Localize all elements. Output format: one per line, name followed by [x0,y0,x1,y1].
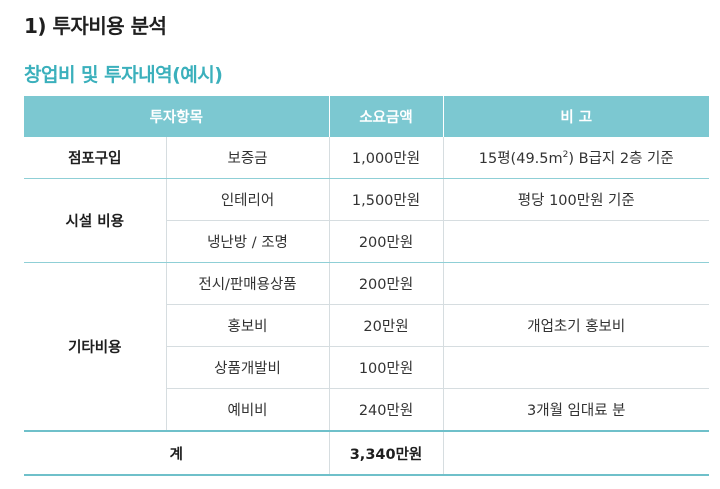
note-cell [442,220,709,263]
amount-cell: 1,500만원 [328,178,443,221]
note-cell: 15평(49.5m2) B급지 2층 기준 [442,137,709,179]
total-label: 계 [24,430,329,476]
note-cell [442,262,709,305]
note-cell: 개업초기 홍보비 [442,304,709,347]
item-cell: 냉난방 / 조명 [165,220,329,263]
note-cell: 평당 100만원 기준 [442,178,709,221]
amount-cell: 1,000만원 [328,137,443,179]
total-amount: 3,340만원 [328,430,443,476]
item-cell: 상품개발비 [165,346,329,389]
amount-cell: 20만원 [328,304,443,347]
amount-cell: 200만원 [328,262,443,305]
item-cell: 보증금 [165,137,329,179]
note-cell [442,346,709,389]
item-cell: 예비비 [165,388,329,431]
table-row: 상품개발비 100만원 [24,346,709,389]
header-amount: 소요금액 [328,96,444,137]
category-cell: 시설 비용 [24,178,166,263]
item-cell: 홍보비 [165,304,329,347]
item-cell: 인테리어 [165,178,329,221]
table-row: 점포구입 보증금 1,000만원 15평(49.5m2) B급지 2층 기준 [24,137,709,179]
total-row: 계 3,340만원 [24,430,709,476]
category-cell: 점포구입 [24,137,166,179]
table-row: 기타비용 전시/판매용상품 200만원 [24,262,709,356]
total-note [442,430,709,476]
sub-title: 창업비 및 투자내역(예시) [24,64,223,86]
amount-cell: 200만원 [328,220,443,263]
category-cell: 기타비용 [68,340,122,356]
section-title: 1) 투자비용 분석 [24,14,167,38]
amount-cell: 240만원 [328,388,443,431]
table-row: 냉난방 / 조명 200만원 [24,220,709,263]
table-row: 예비비 240만원 3개월 임대료 분 [24,388,709,431]
table-row: 시설 비용 인테리어 1,500만원 평당 100만원 기준 [24,178,709,263]
header-note: 비 고 [442,96,709,137]
amount-cell: 100만원 [328,346,443,389]
header-investment-item: 투자항목 [24,96,330,137]
table-row: 홍보비 20만원 개업초기 홍보비 [24,304,709,347]
item-cell: 전시/판매용상품 [165,262,329,305]
table-header-row: 투자항목 소요금액 비 고 [24,96,709,137]
investment-table: 투자항목 소요금액 비 고 점포구입 보증금 1,000만원 15평(49.5m… [24,96,709,476]
note-cell: 3개월 임대료 분 [442,388,709,431]
